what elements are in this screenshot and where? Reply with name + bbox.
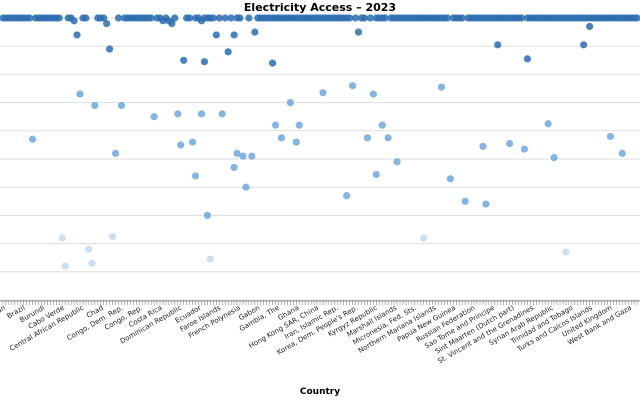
data-point bbox=[606, 132, 614, 141]
data-point bbox=[562, 248, 570, 256]
data-point bbox=[520, 145, 529, 153]
data-point bbox=[437, 83, 446, 91]
data-point bbox=[209, 14, 217, 22]
data-point bbox=[150, 113, 158, 121]
data-point bbox=[443, 14, 452, 22]
data-point bbox=[174, 110, 182, 118]
data-point bbox=[523, 55, 532, 63]
data-point bbox=[180, 56, 188, 64]
data-point bbox=[378, 121, 386, 129]
data-point bbox=[218, 110, 226, 118]
data-point bbox=[100, 14, 108, 22]
data-point bbox=[108, 232, 117, 241]
data-point bbox=[58, 234, 66, 242]
data-point bbox=[292, 138, 300, 146]
data-point bbox=[363, 134, 372, 142]
data-point bbox=[479, 142, 487, 150]
data-point bbox=[88, 259, 96, 267]
data-point bbox=[319, 89, 327, 97]
data-point bbox=[360, 14, 369, 22]
data-point bbox=[85, 245, 93, 253]
data-point bbox=[168, 20, 176, 28]
data-point bbox=[230, 31, 238, 39]
data-point bbox=[372, 170, 380, 179]
data-point bbox=[82, 14, 90, 22]
data-point bbox=[117, 101, 126, 110]
data-point bbox=[91, 101, 99, 110]
data-point bbox=[224, 48, 232, 56]
data-point bbox=[348, 82, 357, 90]
data-point bbox=[111, 149, 120, 157]
data-point bbox=[271, 121, 280, 129]
data-point bbox=[351, 14, 360, 22]
data-point bbox=[544, 120, 552, 128]
data-point bbox=[550, 153, 558, 162]
data-point bbox=[61, 262, 69, 270]
data-point bbox=[106, 45, 114, 53]
data-point bbox=[221, 14, 229, 22]
data-point bbox=[458, 14, 466, 22]
data-point bbox=[384, 134, 392, 142]
data-point bbox=[186, 14, 194, 22]
data-point bbox=[381, 14, 389, 22]
data-point bbox=[369, 90, 377, 98]
data-point bbox=[517, 14, 526, 22]
data-point bbox=[420, 234, 428, 242]
data-point bbox=[242, 183, 250, 191]
data-point bbox=[354, 28, 363, 36]
data-point bbox=[506, 139, 514, 148]
data-point bbox=[212, 31, 220, 39]
data-point bbox=[103, 20, 111, 28]
data-point bbox=[147, 14, 155, 22]
data-point bbox=[346, 14, 354, 22]
data-point bbox=[70, 17, 78, 25]
data-point bbox=[461, 197, 469, 205]
data-point bbox=[236, 14, 244, 22]
x-axis-label: Country bbox=[299, 387, 341, 397]
data-point bbox=[26, 14, 34, 22]
data-point bbox=[203, 211, 212, 219]
data-point bbox=[586, 22, 594, 31]
data-point bbox=[73, 31, 81, 39]
data-point bbox=[366, 14, 374, 22]
data-point bbox=[200, 58, 209, 66]
data-point bbox=[76, 90, 84, 98]
data-point bbox=[245, 14, 253, 22]
data-point bbox=[28, 135, 37, 143]
data-point bbox=[248, 152, 256, 160]
data-point bbox=[55, 14, 63, 22]
data-point bbox=[633, 14, 640, 22]
data-point bbox=[618, 149, 626, 157]
data-point bbox=[393, 158, 401, 166]
data-point bbox=[230, 163, 238, 172]
data-point bbox=[215, 14, 223, 22]
data-point bbox=[239, 152, 247, 160]
data-point bbox=[277, 134, 286, 142]
data-point bbox=[494, 41, 502, 49]
data-point bbox=[227, 14, 235, 22]
gridlines bbox=[0, 17, 640, 301]
data-point bbox=[188, 138, 197, 146]
data-points bbox=[0, 14, 640, 270]
data-point bbox=[446, 175, 454, 183]
data-point bbox=[286, 99, 294, 107]
data-point bbox=[171, 14, 179, 22]
data-point bbox=[114, 14, 123, 22]
data-point bbox=[197, 110, 206, 118]
data-point bbox=[177, 141, 185, 149]
data-point bbox=[206, 255, 214, 263]
data-point bbox=[233, 149, 241, 157]
data-point bbox=[251, 28, 259, 36]
data-point bbox=[295, 121, 303, 129]
data-point bbox=[580, 41, 588, 49]
chart-title: Electricity Access – 2023 bbox=[243, 1, 397, 14]
data-point bbox=[268, 59, 277, 67]
data-point bbox=[343, 192, 351, 200]
data-point bbox=[482, 200, 490, 208]
data-point bbox=[191, 172, 200, 180]
